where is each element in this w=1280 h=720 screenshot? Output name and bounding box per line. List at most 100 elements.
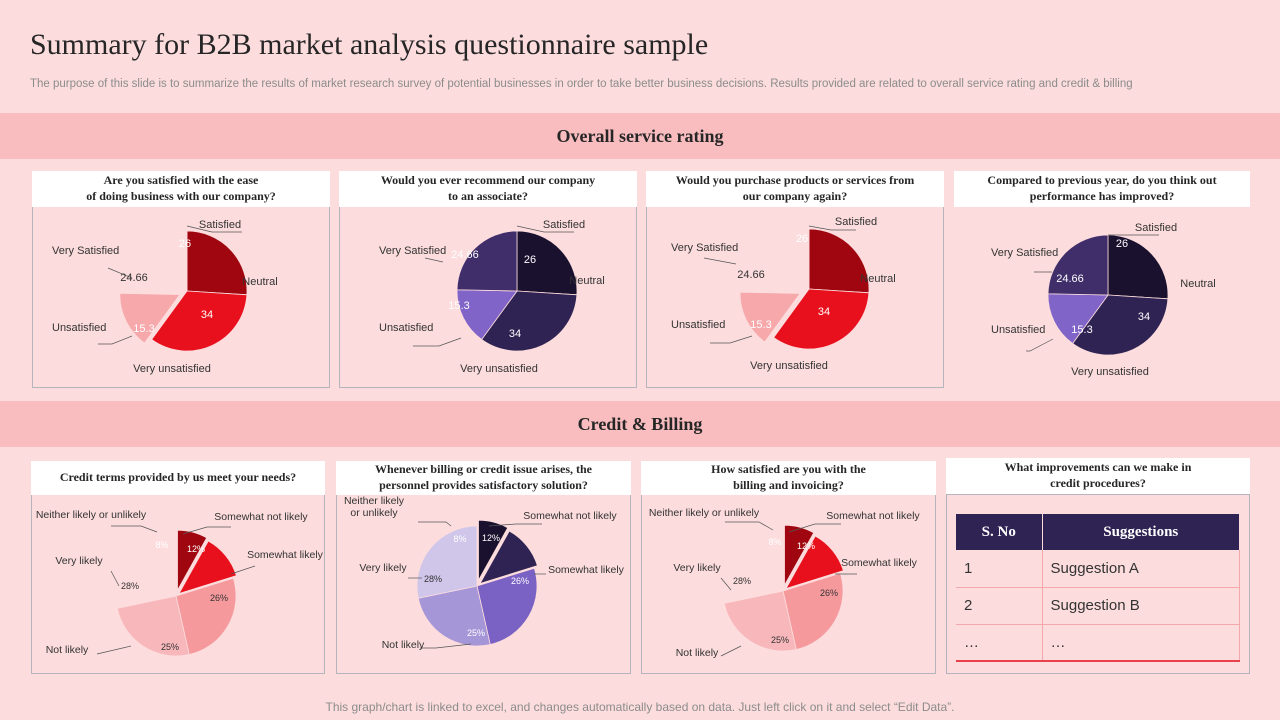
- leader-line: [424, 257, 444, 263]
- column-header-sno: S. No: [956, 514, 1043, 550]
- pie-slice-unsatisfied[interactable]: [1047, 293, 1109, 345]
- footer-note: This graph/chart is linked to excel, and…: [325, 700, 955, 714]
- page-subtitle: The purpose of this slide is to summariz…: [30, 78, 1133, 90]
- category-label-somewhat-likely: Somewhat likely: [841, 557, 918, 569]
- leader-line: [98, 335, 133, 345]
- leader-line: [182, 526, 231, 535]
- leader-line: [96, 645, 132, 655]
- pie-slice-neutral[interactable]: [481, 290, 578, 352]
- pie-chart-ease-of-business[interactable]: Satisfied Neutral Very unsatisfied Unsatisf…: [32, 206, 330, 388]
- question-header-4: Compared to previous year, do you think …: [954, 171, 1250, 207]
- leader-line: [110, 570, 120, 587]
- category-label-very-likely: Very likely: [55, 555, 103, 567]
- data-label-somewhat-not-likely: 12%: [482, 533, 500, 543]
- pie-slice-neutral[interactable]: [151, 290, 248, 352]
- category-label-somewhat-likely: Somewhat likely: [247, 549, 324, 561]
- data-label-neither-likely-or-unlikely: 8%: [155, 540, 168, 550]
- category-label-very-unsatisfied: Very unsatisfied: [133, 363, 211, 375]
- table-row: … …: [956, 624, 1240, 662]
- category-label-neither-likely-or-unlikely: Neither likely or unlikely: [649, 507, 760, 519]
- category-label-unsatisfied: Unsatisfied: [991, 324, 1045, 336]
- data-label-satisfied: 26: [1116, 238, 1128, 250]
- pie-slice-very-likely[interactable]: [722, 530, 784, 604]
- pie-slice-not-likely[interactable]: [417, 585, 491, 647]
- pie-slice-very-likely[interactable]: [416, 525, 478, 599]
- data-label-somewhat-not-likely: 12%: [797, 541, 815, 551]
- category-label-very-unsatisfied: Very unsatisfied: [750, 360, 828, 372]
- pie-slice-satisfied[interactable]: [1107, 234, 1169, 300]
- data-label-very-satisfied: 24.66: [451, 249, 479, 261]
- data-label-somewhat-likely: 26%: [210, 593, 228, 603]
- category-label-very-satisfied: Very Satisfied: [991, 247, 1058, 259]
- table-cell: Suggestion A: [1042, 550, 1240, 588]
- leader-line: [720, 577, 732, 591]
- pie-slice-very-satisfied[interactable]: [126, 230, 188, 292]
- pie-slice-neither-likely-or-unlikely[interactable]: [177, 529, 208, 592]
- pie-chart-performance[interactable]: Satisfied Neutral Very unsatisfied Unsatisf…: [954, 206, 1250, 388]
- pie-chart-recommend[interactable]: Satisfied Neutral Very unsatisfied Unsatisf…: [339, 206, 637, 388]
- category-label-neutral: Neutral: [860, 273, 895, 285]
- question-header-6: Whenever billing or credit issue arises,…: [336, 461, 631, 495]
- pie-slice-somewhat-likely[interactable]: [175, 577, 237, 656]
- category-label-very-likely: Very likely: [673, 562, 721, 574]
- pie-slice-very-likely[interactable]: [115, 535, 177, 609]
- table-row: 1 Suggestion A: [956, 550, 1240, 588]
- data-label-somewhat-likely: 26%: [511, 576, 529, 586]
- leader-line: [516, 225, 574, 233]
- pie-slice-not-likely[interactable]: [723, 590, 797, 652]
- leader-line: [808, 225, 856, 231]
- category-label-unsatisfied: Unsatisfied: [671, 319, 725, 331]
- leader-line: [488, 523, 542, 527]
- pie-slice-somewhat-not-likely[interactable]: [479, 530, 538, 585]
- pie-chart-billing-issue[interactable]: Neither likely or unlikely Somewhat not li…: [336, 494, 631, 674]
- pie-slice-unsatisfied[interactable]: [739, 291, 801, 343]
- pie-slice-neither-likely-or-unlikely[interactable]: [478, 519, 509, 582]
- pie-slice-neutral[interactable]: [1072, 294, 1169, 356]
- pie-slice-satisfied[interactable]: [808, 228, 870, 294]
- column-header-suggestions: Suggestions: [1042, 514, 1240, 550]
- pie-chart-credit-terms[interactable]: Neither likely or unlikely Somewhat not l…: [31, 494, 325, 674]
- category-label-neutral: Neutral: [1180, 278, 1215, 290]
- data-label-neutral: 34: [509, 328, 521, 340]
- data-label-unsatisfied: 15.3: [448, 300, 469, 312]
- leader-line: [703, 257, 737, 265]
- leader-line: [725, 521, 774, 531]
- suggestions-table: S. No Suggestions 1 Suggestion A 2 Sugge…: [956, 514, 1240, 662]
- pie-slice-unsatisfied[interactable]: [456, 289, 518, 341]
- pie-slice-satisfied[interactable]: [186, 230, 248, 296]
- pie-slice-satisfied[interactable]: [516, 230, 578, 296]
- category-label-unsatisfied: Unsatisfied: [379, 322, 433, 334]
- leader-line: [710, 335, 753, 344]
- pie-slice-somewhat-not-likely[interactable]: [178, 540, 237, 595]
- data-label-satisfied: 26: [524, 254, 536, 266]
- data-label-unsatisfied: 15.3: [750, 319, 771, 331]
- page-title: Summary for B2B market analysis question…: [30, 28, 709, 61]
- data-label-very-satisfied: 24.66: [1056, 273, 1084, 285]
- pie-slice-very-satisfied[interactable]: [1047, 234, 1109, 296]
- category-label-satisfied: Satisfied: [543, 219, 585, 231]
- pie-slice-neither-likely-or-unlikely[interactable]: [784, 524, 815, 587]
- table-cell: …: [1042, 624, 1240, 662]
- table-cell: Suggestion B: [1042, 587, 1240, 625]
- pie-slice-not-likely[interactable]: [116, 595, 190, 657]
- pie-slice-very-satisfied[interactable]: [456, 230, 518, 292]
- data-label-very-likely: 28%: [733, 576, 751, 586]
- table-cell: …: [956, 624, 1043, 662]
- pie-slice-very-satisfied[interactable]: [748, 228, 810, 290]
- section-header-service-rating: Overall service rating: [0, 113, 1280, 159]
- category-label-neither-likely-or-unlikely: Neither likely or unlikely: [344, 495, 405, 519]
- pie-slice-unsatisfied[interactable]: [119, 292, 181, 344]
- pie-chart-billing-invoicing[interactable]: Neither likely or unlikely Somewhat not l…: [641, 494, 936, 674]
- pie-slice-somewhat-likely[interactable]: [476, 567, 538, 646]
- category-label-satisfied: Satisfied: [835, 216, 877, 228]
- pie-slice-somewhat-not-likely[interactable]: [785, 535, 844, 590]
- pie-chart-purchase-again[interactable]: Satisfied Neutral Very unsatisfied Unsatisf…: [646, 206, 944, 388]
- section-header-credit-billing: Credit & Billing: [0, 401, 1280, 447]
- suggestions-header-row: S. No Suggestions: [956, 514, 1240, 550]
- data-label-neutral: 34: [818, 306, 830, 318]
- pie-slice-neutral[interactable]: [773, 288, 870, 350]
- category-label-very-satisfied: Very Satisfied: [379, 245, 446, 257]
- question-header-3: Would you purchase products or services …: [646, 171, 944, 207]
- pie-slice-somewhat-likely[interactable]: [782, 572, 844, 651]
- leader-line: [418, 521, 452, 527]
